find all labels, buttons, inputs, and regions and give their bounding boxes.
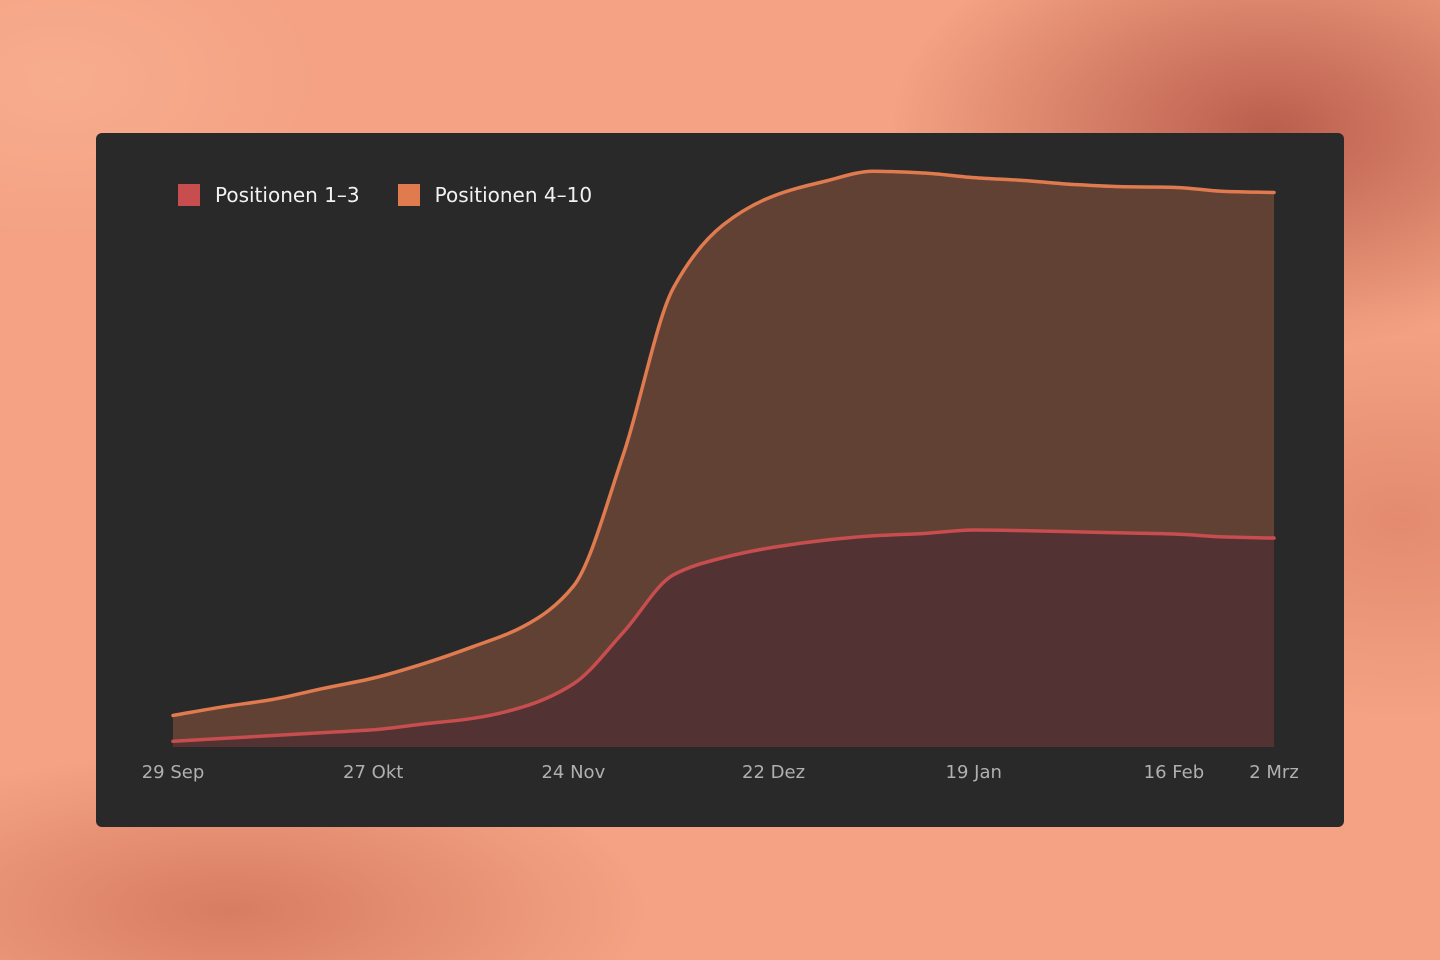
x-axis: 29 Sep 27 Okt 24 Nov 22 Dez 19 Jan 16 Feb 2 Mr… [142, 762, 1299, 783]
data-point-series-2-18[interactable] [1068, 178, 1080, 190]
data-point-series-1-8[interactable] [567, 678, 579, 690]
data-point-series-1-20[interactable] [1168, 528, 1180, 540]
x-tick-label-1: 27 Okt [343, 762, 403, 783]
chart-plot: 29 Sep 27 Okt 24 Nov 22 Dez 19 Jan 16 Feb 2 Mr… [142, 165, 1299, 783]
data-point-series-2-15[interactable] [918, 167, 930, 179]
data-point-series-2-20[interactable] [1168, 181, 1180, 193]
data-point-series-2-5[interactable] [417, 658, 429, 670]
data-point-series-1-4[interactable] [367, 724, 379, 736]
data-point-series-1-13[interactable] [818, 534, 830, 546]
data-point-series-1-10[interactable] [667, 569, 679, 581]
data-point-series-1-15[interactable] [918, 527, 930, 539]
data-point-series-2-7[interactable] [517, 620, 529, 632]
data-point-series-1-18[interactable] [1068, 526, 1080, 538]
x-tick-label-5: 16 Feb [1144, 762, 1205, 783]
legend-item-positions-1-3[interactable]: Positionen 1–3 [178, 183, 360, 207]
legend-item-positions-4-10[interactable]: Positionen 4–10 [397, 183, 593, 207]
data-point-series-2-9[interactable] [617, 448, 629, 460]
area-layer [173, 171, 1274, 747]
data-point-series-1-3[interactable] [317, 727, 329, 739]
line-series-2[interactable] [171, 169, 1276, 718]
line-series-1[interactable] [171, 528, 1276, 744]
data-point-series-1-19[interactable] [1118, 527, 1130, 539]
data-point-series-2-1[interactable] [217, 701, 229, 713]
legend-label-positions-1-3: Positionen 1–3 [215, 183, 360, 207]
data-point-series-2-10[interactable] [667, 282, 679, 294]
data-point-series-2-19[interactable] [1118, 181, 1130, 193]
data-point-series-1-1[interactable] [217, 732, 229, 744]
x-tick-label-6: 2 Mrz [1249, 762, 1299, 783]
data-point-series-2-6[interactable] [467, 641, 479, 653]
data-point-series-1-17[interactable] [1018, 525, 1030, 537]
data-point-series-2-16[interactable] [968, 172, 980, 184]
data-point-series-1-6[interactable] [467, 712, 479, 724]
data-point-series-2-21[interactable] [1218, 185, 1230, 197]
data-point-series-1-5[interactable] [417, 718, 429, 730]
data-point-series-1-11[interactable] [718, 552, 730, 564]
line-layer [167, 165, 1280, 747]
data-point-series-1-2[interactable] [267, 730, 279, 742]
data-point-series-2-4[interactable] [367, 672, 379, 684]
data-point-series-2-11[interactable] [718, 219, 730, 231]
x-tick-label-0: 29 Sep [142, 762, 205, 783]
data-point-series-1-9[interactable] [617, 626, 629, 638]
data-point-series-2-8[interactable] [567, 580, 579, 592]
data-point-series-1-14[interactable] [868, 530, 880, 542]
data-point-series-2-17[interactable] [1018, 174, 1030, 186]
data-point-series-2-3[interactable] [317, 682, 329, 694]
x-tick-label-3: 22 Dez [742, 762, 805, 783]
legend-swatch-positions-4-10 [397, 184, 420, 206]
data-point-series-2-0[interactable] [167, 709, 179, 721]
legend-label-positions-4-10: Positionen 4–10 [434, 183, 593, 207]
data-point-series-1-7[interactable] [517, 701, 529, 713]
chart-card: Positionen 1–3 Positionen 4–10 29 Sep 27 … [96, 133, 1344, 827]
area-series-1[interactable] [173, 530, 1274, 747]
data-point-series-2-13[interactable] [818, 176, 830, 188]
x-tick-label-4: 19 Jan [946, 762, 1002, 783]
data-point-series-1-0[interactable] [167, 735, 179, 747]
data-point-series-2-12[interactable] [768, 190, 780, 202]
legend-swatch-positions-1-3 [178, 184, 200, 206]
data-point-series-2-2[interactable] [267, 693, 279, 705]
area-series-2[interactable] [173, 171, 1274, 742]
chart-legend: Positionen 1–3 Positionen 4–10 [178, 183, 630, 207]
data-point-series-1-12[interactable] [768, 541, 780, 553]
x-tick-label-2: 24 Nov [541, 762, 605, 783]
data-point-series-2-14[interactable] [868, 165, 880, 177]
data-point-series-1-21[interactable] [1218, 531, 1230, 543]
data-point-series-1-22[interactable] [1268, 532, 1280, 544]
data-point-series-1-16[interactable] [968, 524, 980, 536]
data-point-series-2-22[interactable] [1268, 187, 1280, 199]
